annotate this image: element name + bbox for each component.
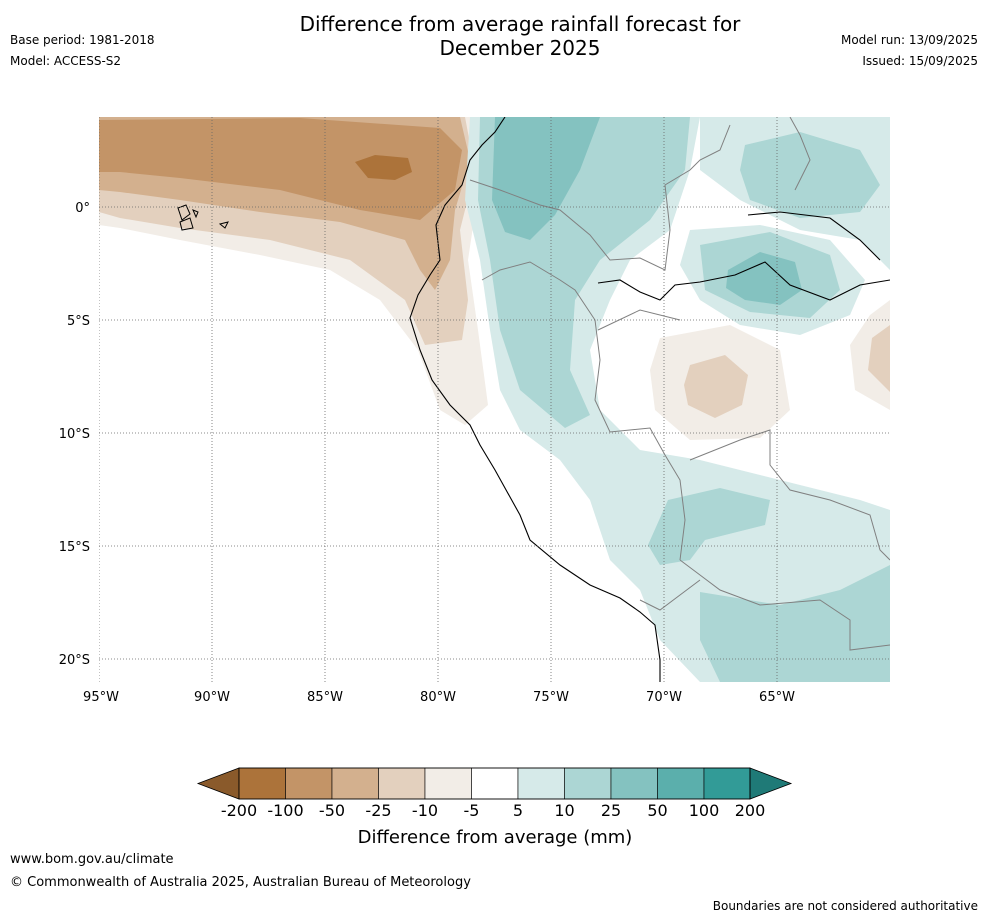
colorbar-tick: 25 xyxy=(601,801,621,820)
colorbar-low-extension xyxy=(196,767,240,800)
colorbar-cell xyxy=(424,767,472,800)
colorbar-cell xyxy=(378,767,426,800)
map-title-line-2: December 2025 xyxy=(439,36,601,60)
issued-text: Issued: 15/09/2025 xyxy=(862,54,978,68)
contour-minus-100 xyxy=(355,155,412,180)
colorbar-tick: 100 xyxy=(689,801,720,820)
contour-plus-10-southeast xyxy=(700,565,890,682)
lon-label: 65°W xyxy=(759,690,795,705)
colorbar-cell xyxy=(703,767,751,800)
lon-label: 95°W xyxy=(83,690,119,705)
colorbar-tick: -5 xyxy=(464,801,480,820)
colorbar-cell xyxy=(657,767,705,800)
lon-label: 80°W xyxy=(420,690,456,705)
colorbar-tick: 5 xyxy=(513,801,523,820)
galapagos-islands xyxy=(177,204,229,231)
colorbar-cell xyxy=(238,767,286,800)
colorbar-tick: -50 xyxy=(319,801,345,820)
longitude-labels: 95°W 90°W 85°W 80°W 75°W 70°W 65°W xyxy=(83,690,795,705)
lat-label: 5°S xyxy=(67,314,90,329)
map-title-line-1: Difference from average rainfall forecas… xyxy=(299,12,741,36)
lon-label: 70°W xyxy=(646,690,682,705)
model-text: Model: ACCESS-S2 xyxy=(10,54,122,68)
contour-minus-50 xyxy=(99,118,462,220)
footer-copyright: © Commonwealth of Australia 2025, Austra… xyxy=(10,875,471,890)
model-run-text: Model run: 13/09/2025 xyxy=(840,33,978,47)
amazon-river xyxy=(597,261,890,301)
footer-url: www.bom.gov.au/climate xyxy=(10,852,174,867)
colorbar-tick: -25 xyxy=(365,801,391,820)
contour-plus-50-amazon xyxy=(726,252,802,305)
footer-disclaimer: Boundaries are not considered authoritat… xyxy=(712,899,978,913)
colorbar-tick-labels: -200 -100 -50 -25 -10 -5 5 10 25 50 100 … xyxy=(221,801,765,820)
metadata-left: Base period: 1981-2018 Model: ACCESS-S2 xyxy=(10,30,155,72)
colorbar-cell xyxy=(610,767,658,800)
colorbar-outline xyxy=(238,767,751,800)
latitude-labels: 0° 5°S 10°S 15°S 20°S xyxy=(59,201,90,668)
lon-label: 85°W xyxy=(307,690,343,705)
country-borders xyxy=(469,117,890,651)
colorbar-cell xyxy=(285,767,333,800)
contour-plus-10-north xyxy=(740,132,880,218)
map-title: Difference from average rainfall forecas… xyxy=(0,12,988,60)
lat-label: 10°S xyxy=(59,427,90,442)
gridlines xyxy=(99,117,890,682)
base-period-text: Base period: 1981-2018 xyxy=(10,33,155,47)
coastline xyxy=(409,117,661,682)
colorbar-title: Difference from average (mm) xyxy=(358,827,633,848)
lat-label: 20°S xyxy=(59,653,90,668)
colorbar: -200 -100 -50 -25 -10 -5 5 10 25 50 100 … xyxy=(196,767,793,848)
northern-coast xyxy=(747,211,881,261)
colorbar-tick: 50 xyxy=(647,801,667,820)
lon-label: 75°W xyxy=(533,690,569,705)
colorbar-cell xyxy=(564,767,612,800)
colorbar-tick: -200 xyxy=(221,801,257,820)
contour-minus-10-east xyxy=(868,325,890,392)
map-plot-area xyxy=(99,117,890,682)
contour-minus-10-brazil xyxy=(684,355,748,418)
colorbar-cell xyxy=(517,767,565,800)
colorbar-cell xyxy=(471,767,519,800)
lon-label: 90°W xyxy=(194,690,230,705)
colorbar-cell xyxy=(331,767,379,800)
lat-label: 15°S xyxy=(59,540,90,555)
contour-plus-25-west xyxy=(492,117,600,240)
lat-label: 0° xyxy=(75,201,90,216)
colorbar-tick: 200 xyxy=(735,801,766,820)
colorbar-high-extension xyxy=(749,767,793,800)
colorbar-tick: -100 xyxy=(267,801,303,820)
colorbar-tick: -10 xyxy=(412,801,438,820)
metadata-right: Model run: 13/09/2025 Issued: 15/09/2025 xyxy=(841,30,978,72)
colorbar-tick: 10 xyxy=(554,801,574,820)
